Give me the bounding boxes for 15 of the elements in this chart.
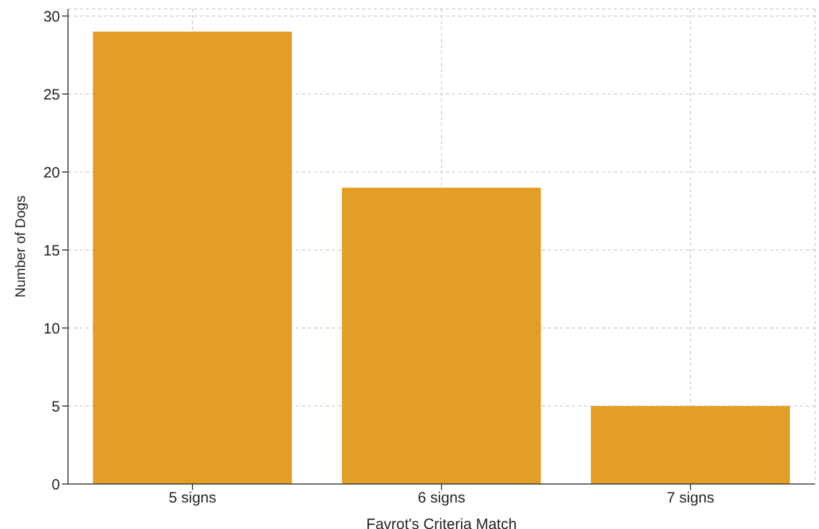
x-tick-label: 7 signs: [666, 490, 714, 507]
x-tick-label: 6 signs: [418, 490, 466, 507]
y-tick-label: 15: [43, 242, 60, 260]
x-tick-label: 5 signs: [168, 490, 216, 507]
y-axis-title: Number of Dogs: [12, 196, 28, 298]
y-tick-label: 5: [52, 398, 60, 416]
bar: [342, 188, 541, 484]
y-tick-label: 20: [43, 164, 60, 182]
bar: [590, 406, 790, 484]
y-tick-label: 30: [43, 8, 60, 26]
y-tick-label: 0: [52, 476, 60, 494]
y-tick-label: 10: [43, 320, 60, 338]
x-axis-title: Favrot's Criteria Match: [366, 516, 517, 529]
y-tick-label: 25: [43, 86, 60, 104]
bar: [92, 32, 292, 484]
